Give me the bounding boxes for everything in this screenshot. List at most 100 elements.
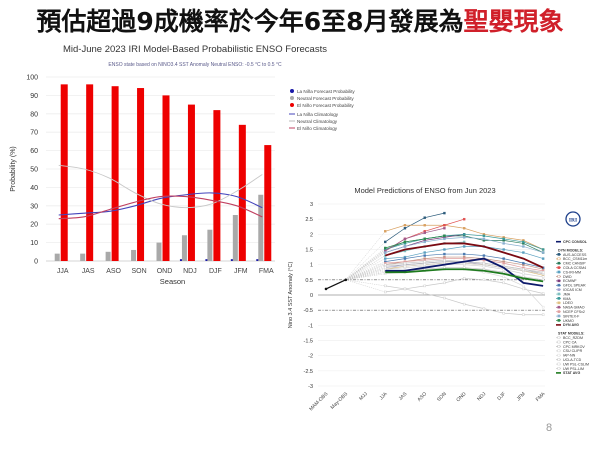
page-number: 8	[546, 422, 553, 434]
el-nino-bar	[60, 84, 68, 261]
slide-title: 預估超過9成機率於今年6至8月發展為聖嬰現象	[0, 2, 600, 38]
y-tick-label: 0	[310, 293, 313, 299]
y-tick-label: -0.5	[304, 308, 313, 314]
y-tick-label: -1.5	[304, 339, 313, 345]
legend-label: CS-IRI-MM	[563, 270, 581, 274]
legend-label: Neutral Climatology	[297, 119, 338, 124]
y-tick-label: 50	[30, 167, 38, 174]
y-tick-label: 90	[30, 93, 38, 100]
y-axis-label: Nino 3.4 SST Anomaly (°C)	[288, 262, 294, 329]
legend-label: IAP-NN	[563, 354, 576, 358]
el-nino-bar	[238, 124, 246, 261]
y-tick-label: 10	[30, 240, 38, 247]
legend-marker-icon	[290, 103, 294, 107]
el-nino-bar	[264, 145, 272, 261]
el-nino-bar	[162, 95, 170, 262]
y-axis-label: Probability (%)	[10, 146, 17, 192]
neutral-bar	[105, 251, 111, 261]
x-tick-label: FMA	[535, 391, 547, 403]
x-tick-label: JAS	[398, 391, 409, 402]
neutral-bar	[156, 242, 162, 261]
neutral-bar	[232, 215, 238, 261]
legend-label: CPC CA	[563, 340, 577, 344]
legend-label: CMC CANSIP	[563, 262, 586, 266]
y-tick-label: -3	[308, 384, 313, 390]
x-tick-label: NDJ	[183, 268, 197, 275]
model-line	[385, 257, 544, 287]
left-chart: Mid-June 2023 IRI Model-Based Probabilis…	[10, 44, 355, 286]
x-tick-label: May-OBS	[330, 391, 350, 411]
el-nino-bar	[111, 86, 119, 261]
legend-label: DYN MODELS:	[558, 248, 583, 252]
el-nino-bar	[137, 88, 145, 261]
legend-label: CSU CLIPR	[563, 349, 583, 353]
legend-label: CPC MRKOV	[563, 345, 585, 349]
legend-label: COLA CCSM4	[563, 266, 586, 270]
x-tick-label: DJF	[496, 391, 507, 402]
y-tick-label: 0.5	[305, 278, 313, 284]
x-tick-label: DJF	[209, 268, 222, 275]
left-legend: La Niña Forecast Probability Neutral Fore…	[289, 89, 355, 131]
x-tick-label: JAS	[82, 268, 95, 275]
x-tick-label: MAM-OBS	[308, 391, 330, 413]
x-tick-label: JJA	[57, 268, 69, 275]
legend-label: BCC_RZDM	[563, 336, 583, 340]
y-tick-label: 60	[30, 148, 38, 155]
slide-title-highlight: 聖嬰現象	[463, 7, 564, 36]
y-tick-label: 40	[30, 185, 38, 192]
legend-label: La Niña Forecast Probability	[297, 89, 355, 94]
legend-label: NCEP CFSv2	[563, 310, 585, 314]
y-tick-label: -2.5	[304, 369, 313, 375]
left-chart-title: Mid-June 2023 IRI Model-Based Probabilis…	[63, 44, 327, 55]
model-line	[384, 242, 544, 269]
legend-label: UCLA-TCD	[563, 358, 582, 362]
x-tick-label: SON	[131, 268, 146, 275]
x-tick-label: OND	[157, 268, 173, 275]
el-nino-bar	[213, 110, 221, 262]
neutral-bar	[181, 235, 187, 261]
el-nino-bar	[187, 104, 195, 261]
model-line	[385, 268, 544, 283]
y-tick-label: -2	[308, 354, 313, 360]
svg-text:IRI: IRI	[569, 218, 577, 224]
model-line	[385, 235, 445, 249]
legend-marker-icon	[290, 96, 294, 100]
legend-label: JMA	[563, 292, 571, 296]
y-tick-label: 2	[310, 232, 313, 238]
neutral-bar	[54, 253, 60, 261]
y-tick-label: 80	[30, 111, 38, 118]
x-tick-label: ASO	[416, 391, 428, 403]
legend-marker-icon	[290, 89, 294, 93]
y-tick-label: 70	[30, 130, 38, 137]
legend-label: DWD	[563, 275, 572, 279]
y-tick-label: 100	[26, 75, 38, 82]
legend-label: KMA	[563, 297, 571, 301]
legend-label: STAT MODELS:	[558, 332, 584, 336]
right-legend: CPC CONSOL DYN MODELS:AUS-ACCESSBCC_CSM11…	[556, 240, 589, 375]
x-tick-label: FMA	[259, 268, 274, 275]
legend-label: El Niño Forecast Probability	[297, 103, 354, 108]
legend-label: GFDL SPEAR	[563, 284, 586, 288]
legend-label: LDEO	[563, 301, 573, 305]
observed-line	[325, 279, 347, 290]
y-tick-label: -1	[308, 323, 313, 329]
climatology-line	[58, 195, 263, 220]
neutral-bar	[258, 194, 264, 261]
x-tick-label: ASO	[106, 268, 121, 275]
neutral-bar	[80, 253, 86, 261]
iri-logo: IRI	[565, 211, 581, 227]
legend-label: DYN AVG	[563, 323, 579, 327]
model-line	[385, 212, 445, 243]
neutral-bar	[131, 249, 137, 261]
slide-title-main: 預估超過9成機率於今年6至8月發展為	[36, 7, 464, 36]
neutral-bar	[207, 229, 213, 261]
x-tick-label: JFM	[234, 268, 248, 275]
legend-label: SINTEX-F	[563, 314, 580, 318]
x-tick-label: MJJ	[358, 391, 369, 402]
legend-label: IOCAS ICM	[563, 288, 582, 292]
legend-label: UKMO	[563, 319, 574, 323]
legend-label: UW PSL-CSLIM	[563, 362, 589, 366]
left-chart-subtitle: ENSO state based on NINO3.4 SST Anomaly …	[108, 62, 282, 68]
y-tick-label: 1.5	[305, 248, 313, 254]
